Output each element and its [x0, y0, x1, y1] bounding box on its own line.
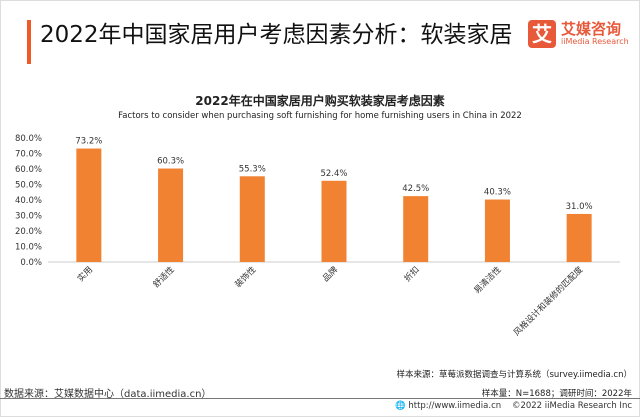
bar — [321, 180, 347, 262]
data-label: 42.5% — [402, 184, 429, 194]
x-tick-label: 易清洁性 — [472, 264, 504, 296]
y-tick-label: 10.0% — [15, 243, 42, 253]
footer-divider — [0, 398, 640, 399]
x-tick-label: 风格设计和装修的匹配度 — [511, 264, 585, 338]
y-tick-label: 0.0% — [20, 258, 42, 268]
x-tick-label: 舒适性 — [151, 264, 177, 290]
y-tick-label: 50.0% — [15, 181, 42, 191]
y-tick-label: 20.0% — [15, 227, 42, 237]
data-label: 40.3% — [484, 188, 511, 198]
bar — [484, 199, 510, 262]
logo-en: iiMedia Research — [561, 37, 629, 46]
y-tick-label: 60.0% — [15, 165, 42, 175]
data-label: 52.4% — [320, 169, 347, 179]
y-tick-label: 40.0% — [15, 196, 42, 206]
x-tick-label: 装饰性 — [233, 264, 259, 290]
bar — [158, 168, 184, 262]
sample-size: 样本量：N=1688；调研时间：2022年 — [481, 389, 632, 399]
y-tick-label: 30.0% — [15, 212, 42, 222]
title-accent — [27, 20, 31, 64]
footer-copyright: ©2022 iiMedia Research Inc — [511, 401, 632, 411]
bar — [566, 213, 592, 262]
page-title: 2022年中国家居用户考虑因素分析：软装家居 — [40, 22, 513, 48]
logo: 艾 艾媒咨询 iiMedia Research — [528, 20, 638, 60]
y-tick-label: 70.0% — [15, 150, 42, 160]
chart-title: 2022年在中国家居用户购买软装家居考虑因素 — [195, 94, 445, 108]
data-label: 55.3% — [239, 164, 266, 174]
x-tick-label: 实用 — [75, 264, 95, 284]
footer: 🌐 http://www.iimedia.cn ©2022 iiMedia Re… — [395, 401, 632, 411]
footer-url[interactable]: http://www.iimedia.cn — [408, 401, 502, 411]
x-tick-label: 品牌 — [320, 264, 340, 284]
data-label: 60.3% — [157, 157, 184, 167]
logo-cn: 艾媒咨询 — [561, 20, 622, 38]
sample-source: 样本来源：草莓派数据调查与计算系统（survey.iimedia.cn） — [396, 370, 632, 380]
y-tick-label: 80.0% — [15, 134, 42, 144]
chart-subtitle: Factors to consider when purchasing soft… — [118, 111, 522, 121]
logo-mark: 艾 — [528, 20, 556, 48]
x-tick-label: 折扣 — [402, 264, 422, 284]
data-label: 73.2% — [75, 137, 102, 147]
data-label: 31.0% — [566, 202, 593, 212]
bar — [239, 176, 265, 262]
bar — [76, 148, 102, 262]
bar — [403, 196, 429, 262]
globe-icon: 🌐 — [395, 401, 406, 411]
data-source: 数据来源：艾媒数据中心（data.iimedia.cn） — [4, 389, 212, 400]
